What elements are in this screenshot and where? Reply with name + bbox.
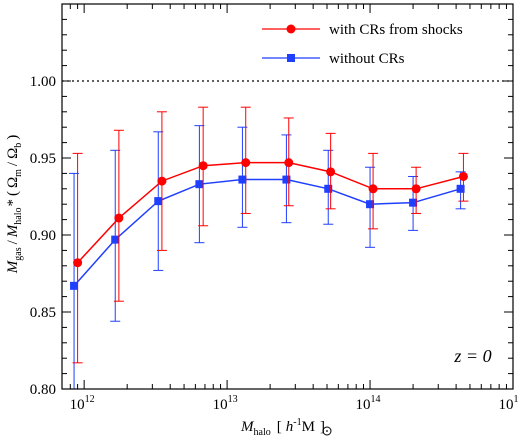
data-point (241, 158, 251, 168)
data-point (198, 161, 208, 171)
x-tick-labels: 1012 1013 1014 1015 (70, 394, 519, 413)
y-label-o2: Ω (5, 148, 21, 159)
x-tick-label: 1012 (70, 394, 95, 413)
y-label-o1: Ω (5, 177, 21, 188)
x-label-hexp: -1 (293, 417, 301, 428)
legend-marker-crs (286, 24, 296, 34)
data-point (73, 258, 83, 268)
x-tick-label: 1013 (213, 394, 238, 413)
data-point (326, 167, 336, 177)
y-label-m2: M (5, 223, 21, 238)
y-tick-labels: 0.80 0.85 0.90 0.95 1.00 (30, 74, 56, 398)
data-point (154, 197, 163, 206)
y-tick-label: 0.90 (30, 228, 56, 244)
x-label-close: ] (320, 419, 325, 435)
data-point (411, 184, 421, 194)
y-label-m1: M (5, 259, 21, 274)
series-line (73, 178, 461, 287)
data-point (157, 176, 167, 186)
x-label-open: [ (277, 419, 282, 435)
y-label-open: ( (5, 191, 21, 196)
redshift-annotation: z = 0 (453, 346, 491, 366)
y-label-os1: m (13, 169, 24, 177)
data-point (368, 184, 378, 194)
data-point (111, 235, 120, 244)
data-point (238, 175, 247, 184)
data-point (456, 184, 465, 193)
data-point (284, 158, 294, 168)
sun-symbol-icon (322, 426, 332, 436)
data-point (324, 184, 333, 193)
y-axis-label: Mgas/Mhalo*(Ωm/Ωb) (5, 135, 24, 275)
data-point (366, 200, 375, 209)
legend-label-crs: with CRs from shocks (329, 22, 463, 38)
y-label-times: * (5, 199, 21, 207)
x-label-msun: M (302, 419, 315, 435)
data-point (195, 180, 204, 189)
y-tick-label: 0.85 (30, 305, 56, 321)
x-label-m: M (240, 419, 255, 435)
series-line (77, 161, 464, 264)
y-label-os2: b (13, 143, 24, 148)
data-point (282, 175, 291, 184)
y-tick-label: 0.95 (30, 151, 56, 167)
data-point (70, 281, 79, 290)
legend: with CRs from shocks without CRs (262, 22, 463, 67)
y-label-s1: gas (13, 247, 24, 260)
y-label-slash2: / (5, 161, 21, 166)
y-tick-label: 1.00 (30, 74, 56, 90)
x-tick-label: 1015 (499, 394, 519, 413)
y-label-s2: halo (13, 208, 24, 225)
y-label-slash1: / (5, 239, 21, 244)
legend-marker-nocrs (287, 54, 295, 62)
x-label-h: h (286, 419, 294, 435)
legend-label-nocrs: without CRs (329, 51, 405, 67)
x-tick-label: 1014 (356, 394, 381, 413)
y-tick-label: 0.80 (30, 382, 56, 398)
plot-frame (61, 3, 514, 390)
data-point (458, 171, 468, 181)
y-label-close: ) (5, 135, 21, 140)
x-label-sub: halo (254, 427, 271, 438)
data-point (114, 213, 124, 223)
series-0 (72, 106, 469, 364)
sun-symbol-dot (326, 430, 328, 432)
x-axis-label: Mhalo[h-1M] (240, 417, 325, 438)
data-point (409, 198, 418, 207)
